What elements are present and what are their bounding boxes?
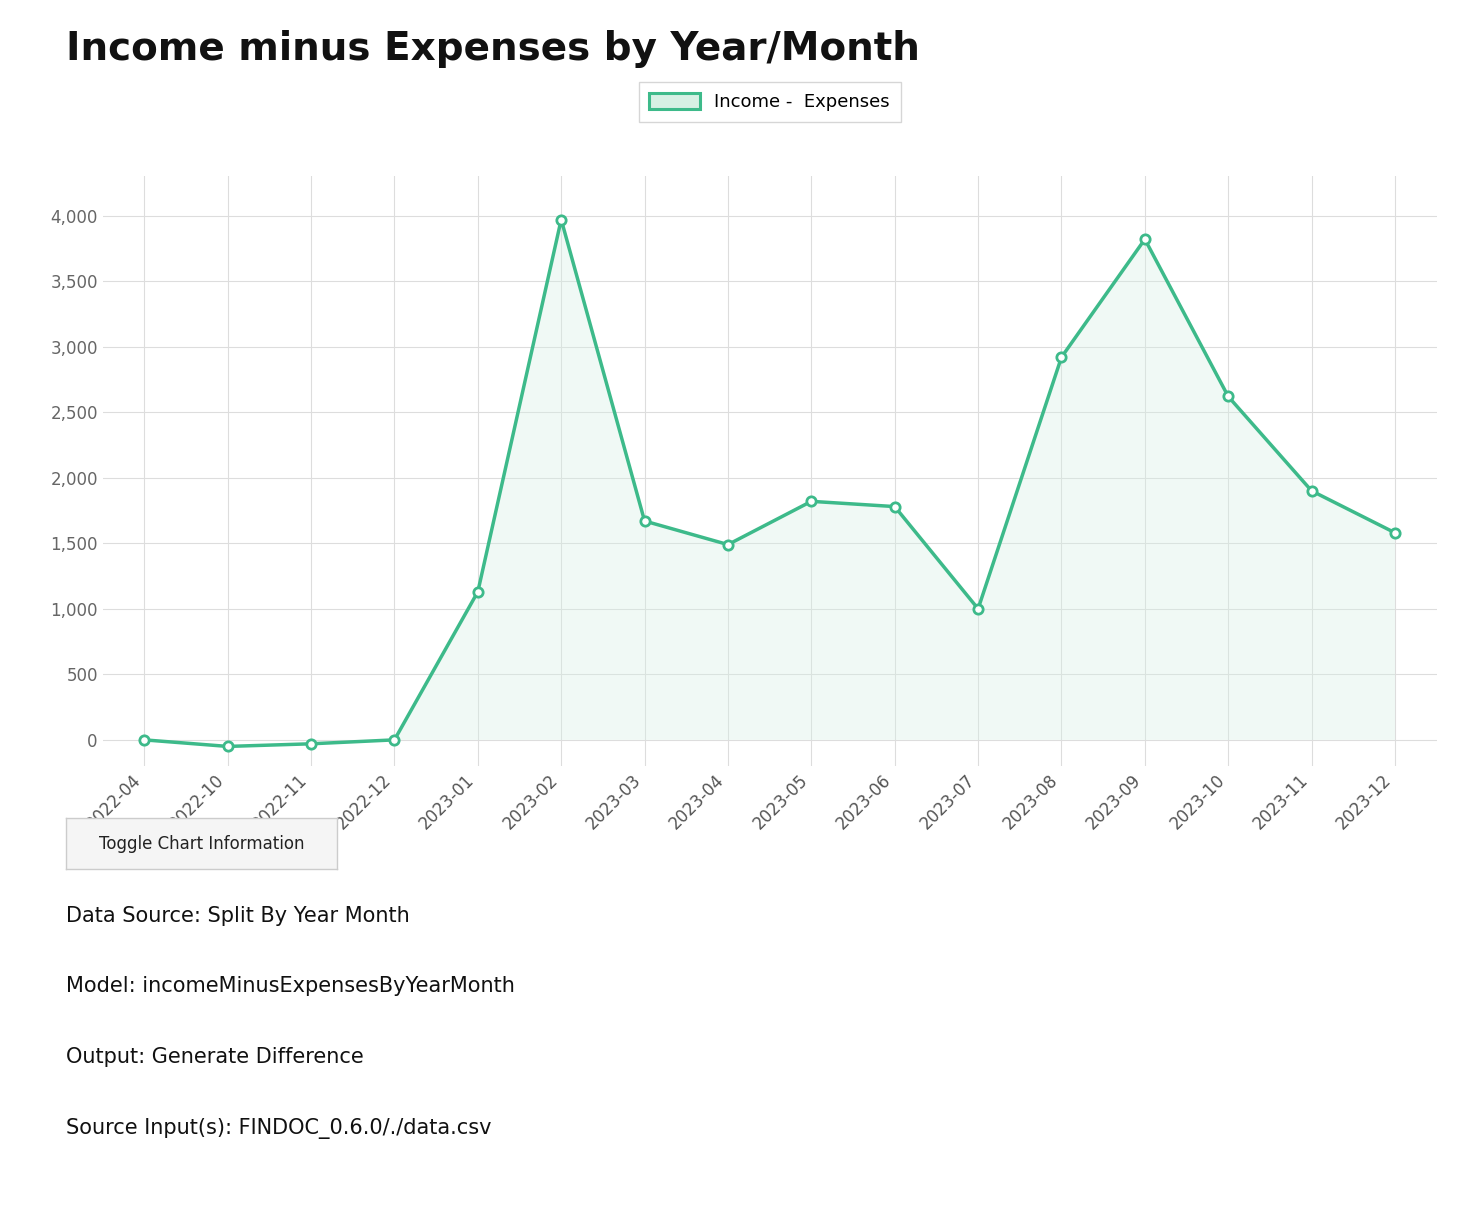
Point [633,511,657,530]
Point [1300,482,1324,501]
Point [299,734,323,754]
Text: Data Source: Split By Year Month: Data Source: Split By Year Month [66,906,409,925]
Point [132,730,155,749]
Point [883,497,906,517]
Point [1133,230,1157,249]
Point [717,535,740,554]
Legend: Income -  Expenses: Income - Expenses [639,83,900,122]
Point [1217,387,1240,406]
Point [966,599,990,619]
Text: Income minus Expenses by Year/Month: Income minus Expenses by Year/Month [66,30,919,68]
Point [466,582,490,602]
Point [383,730,406,749]
Point [1050,348,1073,367]
Text: Output: Generate Difference: Output: Generate Difference [66,1047,364,1066]
Point [550,210,573,230]
Text: Source Input(s): FINDOC_0.6.0/./data.csv: Source Input(s): FINDOC_0.6.0/./data.csv [66,1118,491,1138]
Point [1384,523,1407,542]
Point [216,737,239,756]
Text: Model: incomeMinusExpensesByYearMonth: Model: incomeMinusExpensesByYearMonth [66,976,515,996]
Point [799,491,822,511]
Text: Toggle Chart Information: Toggle Chart Information [98,835,305,852]
